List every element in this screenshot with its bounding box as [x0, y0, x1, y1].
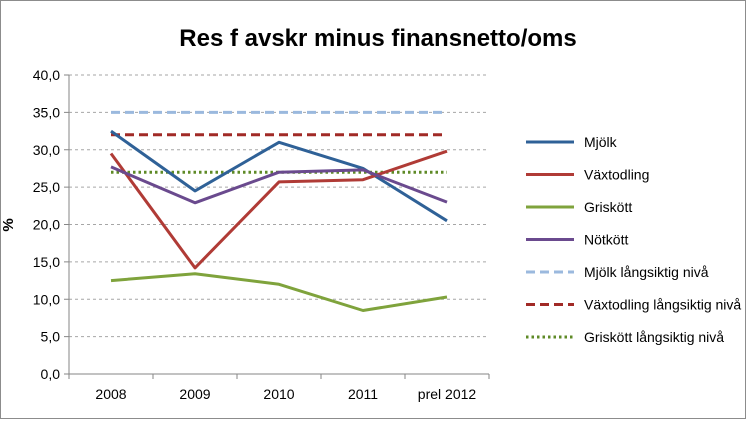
y-tick-label: 30,0 [33, 142, 60, 158]
x-tick-label: prel 2012 [418, 386, 477, 402]
y-tick-label: 35,0 [33, 104, 60, 120]
y-tick-label: 10,0 [33, 291, 60, 307]
x-tick-label: 2010 [263, 386, 294, 402]
series-line-n-tk-tt [110, 165, 448, 205]
x-tick-label: 2008 [95, 386, 126, 402]
legend-entry: Växtodling långsiktig nivå [584, 297, 741, 313]
y-axis-label: % [1, 218, 17, 231]
y-tick-label: 0,0 [41, 366, 61, 382]
series-line-v-xtodling [109, 149, 448, 270]
legend-entry: Griskött [584, 199, 632, 215]
legend-entry: Griskött långsiktig nivå [584, 329, 724, 345]
y-tick-label: 40,0 [33, 67, 60, 83]
series-line-mj-lk [110, 129, 448, 223]
legend-entry: Mjölk långsiktig nivå [584, 264, 709, 280]
y-tick-label: 15,0 [33, 254, 60, 270]
y-tick-label: 25,0 [33, 179, 60, 195]
legend-entry: Nötkött [584, 232, 628, 248]
x-tick-label: 2011 [348, 386, 378, 402]
chart-title: Res f avskr minus finansnetto/oms [179, 25, 576, 52]
x-tick-label: 2009 [179, 386, 210, 402]
legend-entry: Mjölk [584, 134, 618, 150]
y-tick-label: 20,0 [33, 217, 60, 233]
legend-entry: Växtodling [584, 167, 649, 183]
y-tick-label: 5,0 [41, 329, 61, 345]
series-line-grisk-tt [110, 272, 448, 312]
